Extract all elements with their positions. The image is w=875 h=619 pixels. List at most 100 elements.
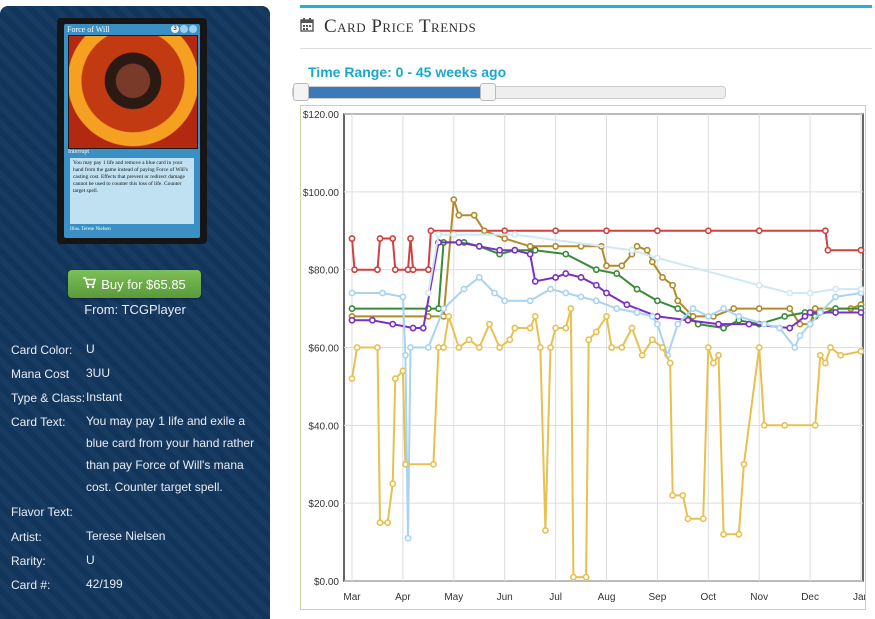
data-point: [796, 320, 804, 328]
x-tick-label: Nov: [750, 592, 768, 603]
data-point: [526, 242, 534, 250]
data-point: [760, 421, 768, 429]
data-point: [475, 344, 483, 351]
card-detail-panel: Force of Will 3 Interrupt You may pay 1 …: [0, 6, 270, 619]
section-header: Card Price Trends: [300, 16, 476, 38]
data-point: [389, 480, 397, 488]
data-point: [832, 285, 839, 293]
data-point: [816, 351, 824, 359]
data-point: [409, 266, 417, 274]
data-point: [592, 281, 600, 289]
data-point: [391, 266, 399, 274]
data-point: [720, 324, 727, 332]
data-point: [786, 324, 794, 332]
data-point: [821, 227, 829, 235]
mana-cost-value: 3UU: [86, 366, 111, 380]
data-point: [376, 235, 384, 242]
data-point: [811, 305, 819, 312]
data-point: [592, 328, 600, 336]
data-point: [684, 515, 692, 523]
slider-handle-min[interactable]: [293, 83, 309, 101]
data-point: [404, 534, 412, 542]
data-point: [455, 211, 463, 219]
data-point: [582, 573, 590, 581]
data-point: [786, 289, 794, 297]
card-number-value: 42/199: [86, 577, 123, 591]
data-point: [374, 344, 381, 351]
data-point: [592, 297, 600, 305]
blue-mana-icon: [189, 25, 197, 33]
data-point: [715, 320, 722, 328]
data-point: [531, 277, 539, 285]
data-point: [531, 246, 539, 254]
data-point: [659, 344, 666, 351]
data-point: [376, 519, 384, 527]
data-point: [450, 231, 458, 239]
time-range-slider[interactable]: [292, 83, 726, 101]
data-point: [786, 305, 794, 312]
data-point: [755, 344, 763, 351]
divider: [300, 48, 872, 49]
data-point: [496, 344, 504, 351]
data-point: [704, 227, 712, 235]
data-point: [796, 332, 804, 340]
data-point: [592, 266, 600, 274]
data-point: [379, 289, 386, 297]
x-tick-label: Oct: [701, 592, 717, 603]
data-point: [653, 254, 661, 262]
price-chart: $0.00 $20.00 $40.00 $60.00 $80.00 $100.00 $120…: [300, 105, 869, 610]
data-point: [760, 320, 768, 328]
card-number-label: Card #:: [11, 578, 51, 592]
data-point: [674, 297, 682, 305]
x-tick-label: Sep: [649, 592, 667, 603]
data-point: [486, 320, 493, 328]
buy-button-label: Buy for $65.85: [101, 276, 186, 292]
data-point: [409, 324, 417, 332]
calendar-icon: [300, 17, 314, 37]
data-point: [445, 312, 453, 320]
data-point: [435, 231, 442, 239]
data-point: [552, 227, 559, 235]
data-point: [755, 305, 763, 312]
data-point: [623, 301, 631, 309]
data-point: [384, 519, 392, 527]
x-tick-label: Jul: [549, 592, 562, 603]
x-tick-label: Jan: [853, 592, 865, 603]
data-point: [368, 316, 376, 324]
data-point: [567, 305, 575, 312]
x-tick-label: Dec: [801, 592, 819, 603]
card-text-value: You may pay 1 life and exile a blue card…: [86, 414, 255, 494]
data-point: [511, 324, 519, 332]
data-point: [628, 246, 636, 254]
data-point: [791, 344, 799, 351]
data-point: [618, 344, 626, 351]
data-point: [536, 344, 544, 351]
data-point: [402, 351, 409, 359]
data-point: [419, 324, 427, 332]
data-point: [562, 270, 570, 277]
data-point: [407, 235, 414, 242]
data-point: [648, 336, 656, 344]
data-point: [669, 281, 677, 289]
price-trends-panel: Card Price Trends Time Range: 0 - 45 wee…: [292, 0, 875, 619]
artist-label: Artist:: [11, 530, 42, 544]
data-point: [353, 344, 361, 351]
data-point: [857, 347, 865, 355]
data-point: [562, 250, 570, 258]
card-color-label: Card Color:: [11, 343, 73, 357]
data-point: [351, 266, 358, 274]
card-artwork: [68, 35, 198, 149]
data-point: [491, 289, 498, 297]
data-point: [424, 266, 432, 274]
generic-mana-icon: 3: [171, 25, 179, 33]
buy-button[interactable]: Buy for $65.85: [68, 270, 201, 298]
data-point: [618, 262, 626, 270]
data-point: [633, 242, 641, 250]
x-tick-label: Mar: [343, 592, 361, 603]
data-point: [735, 312, 743, 320]
data-point: [455, 344, 463, 351]
data-point: [628, 324, 636, 332]
data-point: [755, 227, 763, 235]
slider-handle-max[interactable]: [480, 83, 497, 101]
data-point: [348, 289, 356, 297]
